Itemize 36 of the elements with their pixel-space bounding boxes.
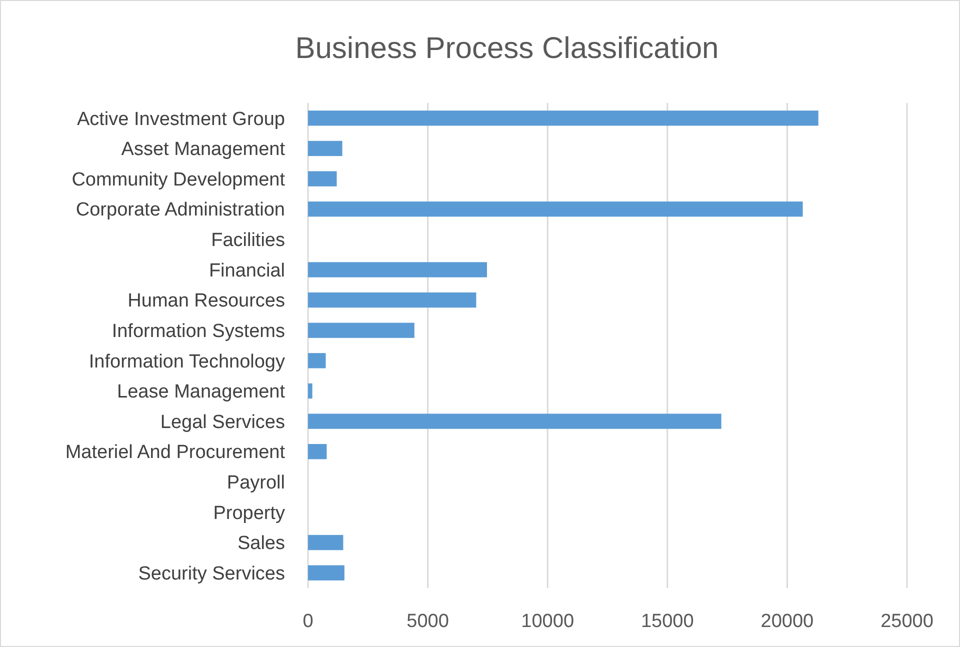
y-tick-label: Sales [237, 533, 285, 554]
y-tick-label: Information Technology [88, 351, 286, 372]
x-tick-label: 25000 [880, 611, 934, 632]
y-tick-label: Community Development [72, 169, 286, 190]
y-tick-label: Human Resources [128, 290, 285, 312]
bar [308, 444, 327, 460]
y-tick-label: Facilities [211, 230, 285, 252]
y-tick-label: Materiel And Procurement [65, 442, 286, 464]
bar [308, 383, 312, 399]
y-tick-label: Legal Services [160, 412, 285, 433]
bar [308, 110, 818, 126]
bar [308, 140, 342, 156]
x-tick-label: 0 [302, 611, 314, 632]
y-tick-label: Asset Management [121, 139, 286, 160]
y-tick-label: Security Services [138, 563, 285, 584]
x-tick-label: 20000 [760, 611, 814, 632]
bar [308, 414, 722, 429]
chart-title: Business Process Classification [295, 32, 719, 65]
x-tick-label: 10000 [521, 611, 574, 632]
y-tick-label: Information Systems [112, 320, 285, 342]
y-tick-label: Lease Management [117, 382, 286, 403]
bar [308, 262, 487, 278]
bar [308, 171, 337, 186]
x-tick-label: 5000 [406, 611, 449, 632]
y-tick-label: Corporate Administration [76, 200, 285, 221]
bar [308, 353, 326, 368]
bar [308, 534, 344, 550]
y-tick-label: Payroll [226, 472, 285, 494]
bar [308, 565, 344, 580]
bar [308, 322, 414, 338]
bar [308, 202, 803, 217]
bar [308, 292, 476, 308]
y-tick-label: Financial [208, 260, 285, 282]
x-tick-label: 15000 [640, 611, 694, 632]
y-tick-label: Property [213, 502, 286, 524]
y-tick-label: Active Investment Group [76, 108, 285, 130]
